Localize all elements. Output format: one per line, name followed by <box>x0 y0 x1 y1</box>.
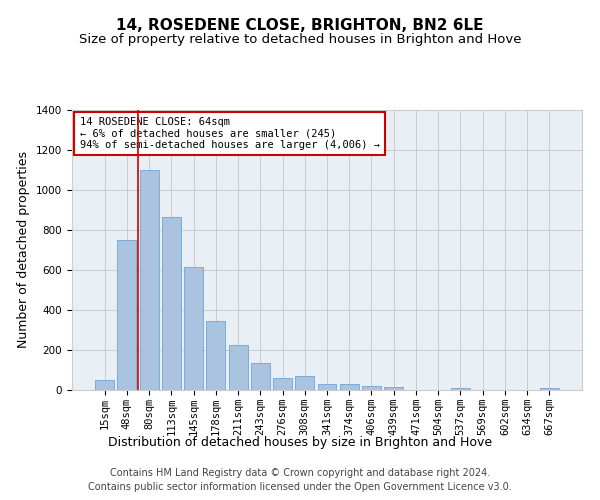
Bar <box>162 217 181 390</box>
Text: Size of property relative to detached houses in Brighton and Hove: Size of property relative to detached ho… <box>79 32 521 46</box>
Bar <box>362 386 381 390</box>
Bar <box>540 388 559 390</box>
Bar <box>251 363 270 390</box>
Text: 14, ROSEDENE CLOSE, BRIGHTON, BN2 6LE: 14, ROSEDENE CLOSE, BRIGHTON, BN2 6LE <box>116 18 484 32</box>
Bar <box>451 388 470 390</box>
Bar <box>206 321 225 390</box>
Text: 14 ROSEDENE CLOSE: 64sqm
← 6% of detached houses are smaller (245)
94% of semi-d: 14 ROSEDENE CLOSE: 64sqm ← 6% of detache… <box>80 117 380 150</box>
Bar <box>317 384 337 390</box>
Bar <box>95 380 114 390</box>
Bar <box>184 267 203 390</box>
Bar <box>273 378 292 390</box>
Bar <box>118 240 136 390</box>
Bar <box>340 384 359 390</box>
Y-axis label: Number of detached properties: Number of detached properties <box>17 152 31 348</box>
Text: Contains HM Land Registry data © Crown copyright and database right 2024.: Contains HM Land Registry data © Crown c… <box>110 468 490 477</box>
Bar <box>295 376 314 390</box>
Text: Distribution of detached houses by size in Brighton and Hove: Distribution of detached houses by size … <box>108 436 492 449</box>
Text: Contains public sector information licensed under the Open Government Licence v3: Contains public sector information licen… <box>88 482 512 492</box>
Bar <box>384 387 403 390</box>
Bar <box>140 170 158 390</box>
Bar <box>229 345 248 390</box>
